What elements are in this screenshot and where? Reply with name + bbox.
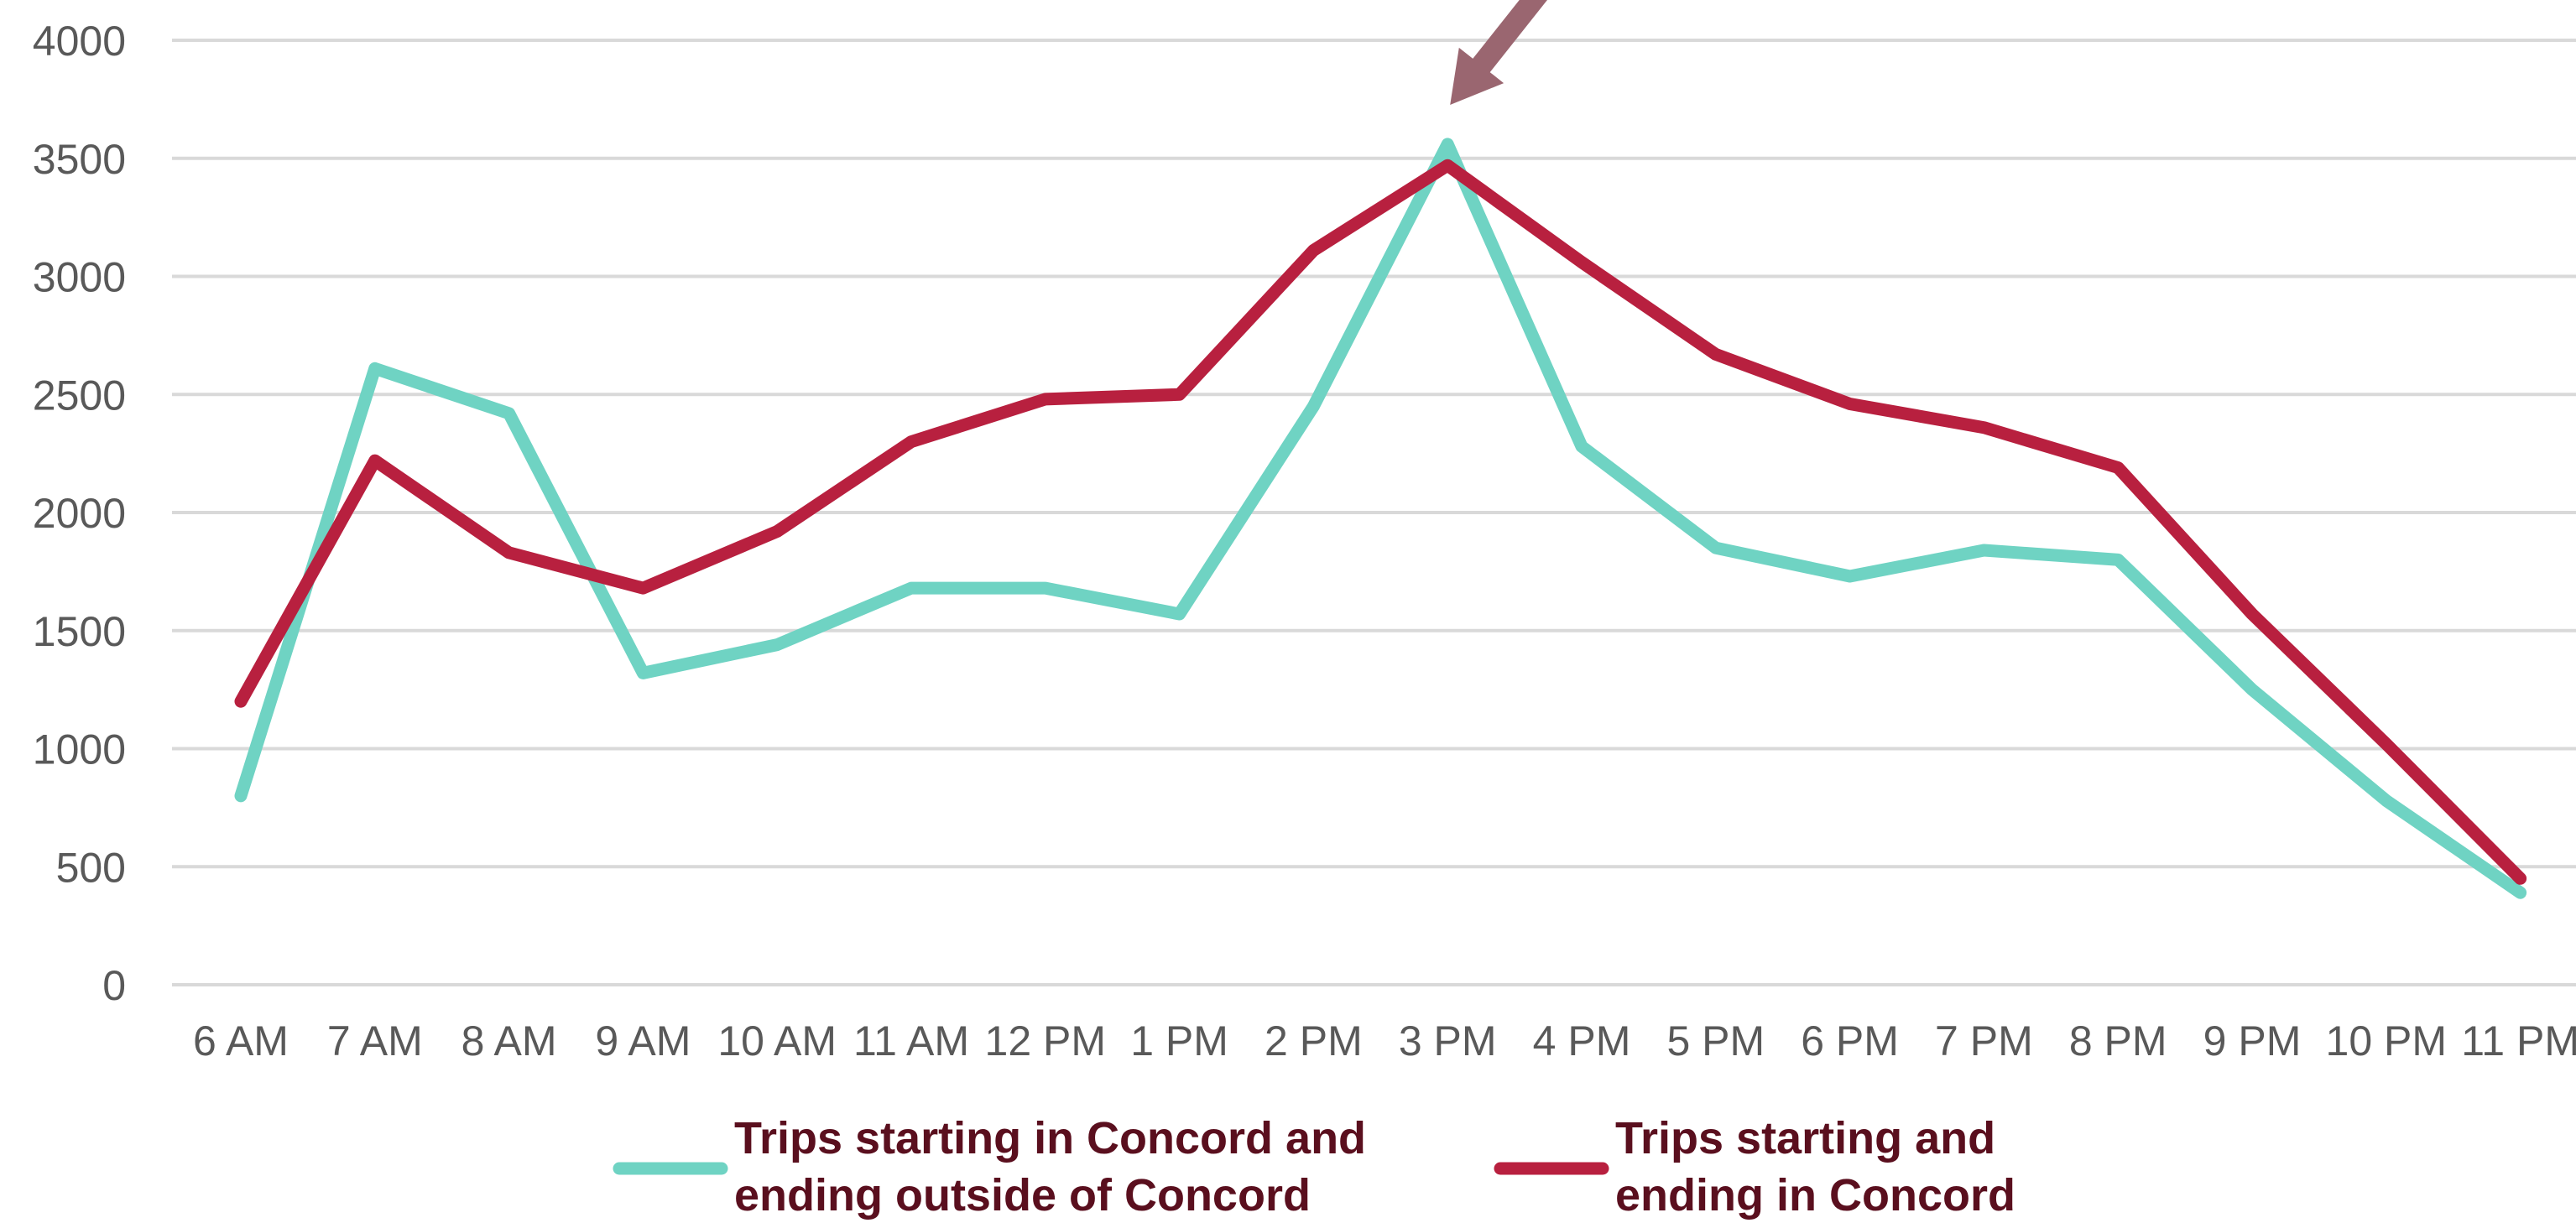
y-tick-label: 2500 — [33, 372, 126, 419]
series-line-1 — [234, 138, 2527, 899]
x-axis-tick-labels: 6 AM 7 AM 8 AM 9 AM 10 AM 11 AM 12 PM 1 PM 2 PM 3… — [193, 1017, 2576, 1064]
x-tick-label: 6 AM — [193, 1017, 289, 1064]
y-tick-label: 4000 — [33, 18, 126, 65]
y-tick-label: 1000 — [33, 726, 126, 773]
x-tick-label: 9 AM — [595, 1017, 691, 1064]
x-tick-label: 10 AM — [717, 1017, 837, 1064]
x-tick-label: 10 PM — [2326, 1017, 2448, 1064]
x-tick-label: 2 PM — [1265, 1017, 1363, 1064]
x-tick-label: 11 PM — [2461, 1017, 2576, 1064]
legend: Trips starting in Concord and ending outs… — [613, 1113, 2015, 1220]
gridlines — [172, 39, 2576, 986]
annotation-arrow-shape — [1450, 0, 1547, 105]
x-tick-label: 3 PM — [1399, 1017, 1497, 1064]
legend-label-1: ending outside of Concord — [734, 1170, 1311, 1220]
x-tick-label: 11 AM — [853, 1017, 969, 1064]
series-lines — [234, 138, 2527, 899]
x-tick-label: 7 AM — [327, 1017, 423, 1064]
annotation-arrow — [1450, 0, 1547, 105]
legend-label-2: ending in Concord — [1615, 1170, 2015, 1220]
x-tick-label: 1 PM — [1130, 1017, 1228, 1064]
y-tick-label: 0 — [102, 962, 126, 1009]
legend-label-2: Trips starting and — [1615, 1113, 1995, 1163]
legend-label-1: Trips starting in Concord and — [734, 1113, 1366, 1163]
x-tick-label: 7 PM — [1935, 1017, 2033, 1064]
y-tick-label: 3000 — [33, 254, 126, 301]
x-tick-label: 6 PM — [1801, 1017, 1899, 1064]
x-tick-label: 8 AM — [461, 1017, 557, 1064]
y-tick-label: 2000 — [33, 490, 126, 537]
x-tick-label: 4 PM — [1533, 1017, 1631, 1064]
y-tick-label: 1500 — [33, 608, 126, 655]
x-tick-label: 12 PM — [985, 1017, 1107, 1064]
y-tick-label: 3500 — [33, 136, 126, 183]
x-tick-label: 9 PM — [2203, 1017, 2302, 1064]
series-line-2 — [234, 159, 2527, 885]
x-tick-label: 5 PM — [1666, 1017, 1765, 1064]
y-tick-label: 500 — [56, 844, 126, 891]
y-axis-tick-labels: 0 500 1000 1500 2000 2500 3000 3500 4000 — [33, 18, 126, 1009]
x-tick-label: 8 PM — [2069, 1017, 2167, 1064]
